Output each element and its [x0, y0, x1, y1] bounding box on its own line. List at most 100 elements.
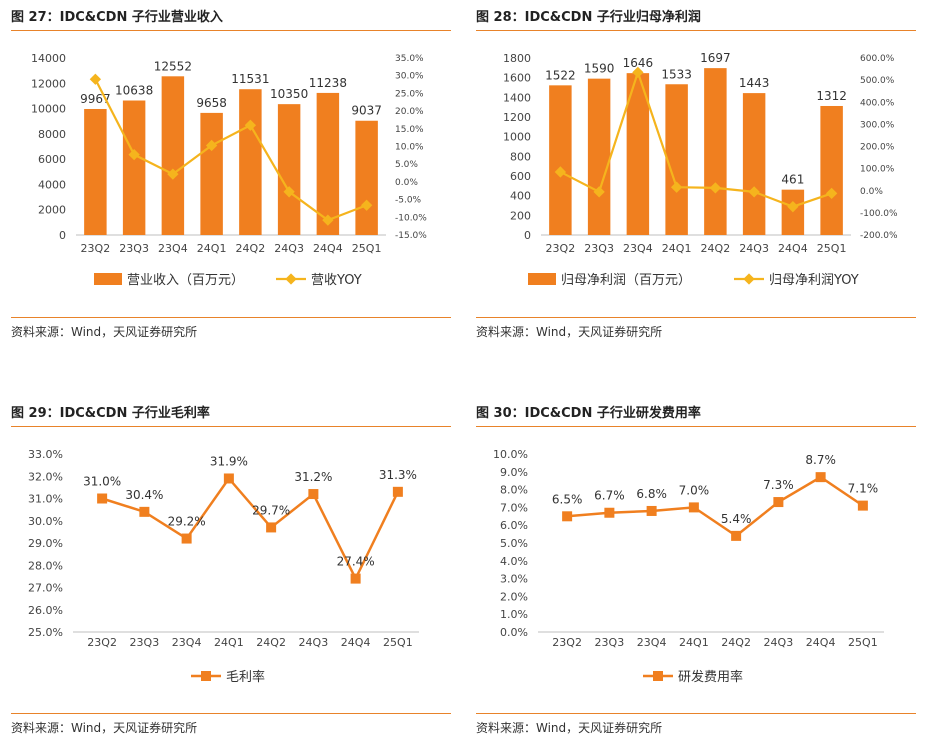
data-label: 29.7%: [252, 503, 290, 517]
bar: [549, 85, 572, 235]
x-tick-label: 23Q3: [119, 242, 149, 255]
legend-label: 研发费用率: [678, 669, 743, 685]
y-left-tick-label: 30.0%: [28, 515, 63, 528]
series-point: [308, 489, 319, 500]
x-tick-label: 25Q1: [848, 636, 878, 649]
x-tick-label: 25Q1: [352, 242, 382, 255]
bar-data-label: 11531: [231, 72, 269, 86]
y-right-tick-label: 300.0%: [860, 120, 895, 130]
bar: [820, 105, 843, 235]
yoy-point: [670, 181, 683, 193]
y-right-tick-label: 20.0%: [395, 107, 424, 117]
figure-title: 图 27：IDC&CDN 子行业营业收入: [11, 10, 223, 25]
bar-data-label: 11238: [309, 76, 347, 90]
x-tick-label: 23Q2: [552, 636, 582, 649]
y-left-tick-label: 0: [524, 229, 531, 242]
series-point: [139, 506, 150, 517]
series-point: [350, 573, 361, 584]
legend-label: 归母净利润（百万元）: [561, 273, 691, 288]
bar-data-label: 461: [781, 173, 804, 187]
x-tick-label: 24Q2: [701, 242, 731, 255]
legend-swatch-bar: [94, 273, 122, 285]
series-point: [97, 493, 108, 504]
title-divider: [476, 426, 916, 427]
x-tick-label: 24Q1: [662, 242, 692, 255]
series-point: [773, 497, 784, 508]
data-label: 31.9%: [210, 454, 248, 468]
bar: [200, 112, 223, 235]
source-note: 资料来源：Wind，天风证券研究所: [11, 325, 198, 339]
y-left-tick-label: 25.0%: [28, 626, 63, 639]
data-label: 6.8%: [636, 487, 667, 501]
series-point: [266, 522, 277, 533]
x-tick-label: 25Q1: [383, 636, 413, 649]
title-divider: [476, 30, 916, 31]
y-left-tick-label: 400: [510, 190, 531, 203]
legend-label: 营收YOY: [311, 273, 362, 288]
data-label: 30.4%: [125, 488, 163, 502]
x-tick-label: 23Q3: [595, 636, 625, 649]
y-right-tick-label: -10.0%: [395, 213, 427, 223]
y-left-tick-label: 200: [510, 209, 531, 222]
y-left-tick-label: 4.0%: [500, 555, 528, 568]
y-right-tick-label: -15.0%: [395, 231, 427, 241]
series-point: [604, 507, 615, 518]
gross-margin-chart: 25.0% 26.0% 27.0% 28.0% 29.0% 30.0% 31.0% 32.0%…: [28, 448, 419, 685]
x-tick-label: 24Q1: [214, 636, 244, 649]
y-right-tick-label: 30.0%: [395, 72, 424, 82]
y-right-tick-label: 600.0%: [860, 54, 895, 64]
net-profit-chart: 0 200 400 600 800 1000 1200 1400 1600 1800 -200.0%…: [503, 51, 898, 288]
source-note: 资料来源：Wind，天风证券研究所: [476, 325, 663, 339]
panel-net-profit: 图 28：IDC&CDN 子行业归母净利润 0 200 400 600 800 1000 1…: [476, 0, 916, 360]
y-right-tick-label: -100.0%: [860, 209, 898, 219]
x-tick-label: 25Q1: [817, 242, 847, 255]
data-label: 8.7%: [805, 453, 836, 467]
y-left-tick-label: 32.0%: [28, 470, 63, 483]
y-right-tick-label: -5.0%: [395, 196, 422, 206]
bar-data-label: 1312: [816, 89, 847, 103]
x-tick-label: 24Q3: [274, 242, 304, 255]
bar: [587, 78, 611, 236]
x-tick-label: 23Q4: [172, 636, 202, 649]
title-divider: [11, 426, 451, 427]
x-tick-label: 23Q4: [637, 636, 667, 649]
bar-data-label: 1443: [739, 76, 770, 90]
y-left-tick-label: 1000: [503, 131, 531, 144]
source-divider: [476, 317, 916, 318]
series-point: [562, 511, 573, 522]
y-left-tick-label: 8000: [38, 128, 66, 141]
y-right-tick-label: 100.0%: [860, 165, 895, 175]
panel-gross-margin: 图 29：IDC&CDN 子行业毛利率 25.0% 26.0% 27.0% 28.0%…: [11, 396, 451, 756]
series-point: [815, 472, 826, 483]
bar: [122, 100, 146, 236]
data-label: 31.3%: [379, 468, 417, 482]
y-left-tick-label: 33.0%: [28, 448, 63, 461]
rd-ratio-chart: 0.0% 1.0% 2.0% 3.0% 4.0% 5.0% 6.0% 7.0% 8.0% 9.0%…: [493, 448, 884, 685]
legend-marker: [201, 671, 211, 681]
y-left-tick-label: 3.0%: [500, 573, 528, 586]
legend-label: 归母净利润YOY: [769, 273, 859, 288]
legend-swatch-bar: [528, 273, 556, 285]
data-label: 7.0%: [679, 483, 710, 497]
bar: [161, 76, 185, 235]
x-tick-label: 24Q4: [806, 636, 836, 649]
panel-rd-ratio: 图 30：IDC&CDN 子行业研发费用率 0.0% 1.0% 2.0% 3.0% 4.…: [476, 396, 916, 756]
y-left-tick-label: 27.0%: [28, 582, 63, 595]
y-left-tick-label: 26.0%: [28, 604, 63, 617]
y-right-tick-label: 15.0%: [395, 125, 424, 135]
y-left-tick-label: 1.0%: [500, 608, 528, 621]
yoy-line: [559, 68, 832, 208]
series-point: [223, 473, 234, 484]
y-left-tick-label: 2000: [38, 204, 66, 217]
y-left-tick-label: 28.0%: [28, 559, 63, 572]
y-right-tick-label: 0.0%: [860, 187, 883, 197]
data-label: 7.3%: [763, 478, 794, 492]
x-tick-label: 23Q2: [81, 242, 111, 255]
x-tick-label: 24Q4: [778, 242, 808, 255]
yoy-point: [167, 168, 179, 180]
bar: [665, 84, 688, 235]
x-tick-label: 24Q3: [739, 242, 769, 255]
bar-data-label: 9658: [196, 96, 227, 110]
source-divider: [476, 713, 916, 714]
y-right-tick-label: 5.0%: [395, 160, 418, 170]
